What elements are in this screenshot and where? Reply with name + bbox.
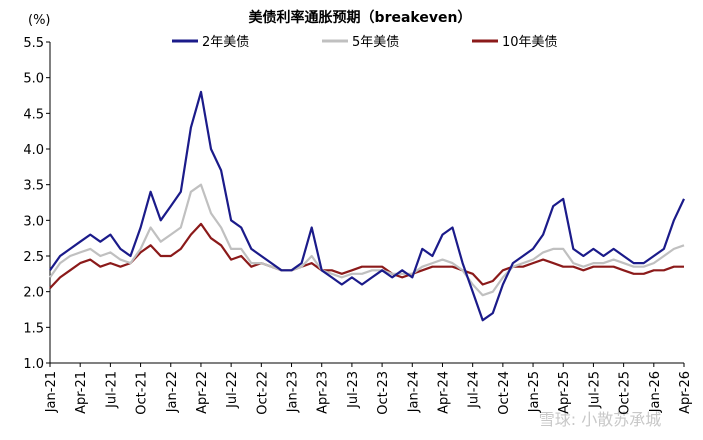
- legend-label: 10年美债: [502, 35, 558, 50]
- y-unit-label: (%): [28, 13, 51, 28]
- x-tick-label: Oct-24: [497, 371, 512, 415]
- x-tick-label: Apr-26: [678, 371, 693, 414]
- x-tick-label: Jan-23: [286, 371, 301, 413]
- y-tick-label: 1.0: [23, 357, 44, 372]
- legend-label: 2年美债: [202, 35, 249, 50]
- y-tick-label: 4.0: [23, 143, 44, 158]
- x-tick-label: Jan-24: [406, 371, 421, 413]
- y-tick-label: 4.5: [23, 107, 44, 122]
- x-tick-label: Jan-22: [165, 371, 180, 413]
- y-tick-label: 5.5: [23, 36, 44, 51]
- x-tick-label: Oct-23: [376, 371, 391, 415]
- x-tick-label: Jul-22: [225, 371, 240, 409]
- y-tick-label: 2.0: [23, 286, 44, 301]
- x-tick-label: Apr-25: [557, 371, 572, 414]
- x-tick-label: Apr-24: [436, 371, 451, 414]
- x-tick-label: Jul-21: [104, 371, 119, 409]
- y-tick-label: 2.5: [23, 250, 44, 265]
- y-tick-label: 1.5: [23, 321, 44, 336]
- x-tick-label: Apr-22: [195, 371, 210, 414]
- x-tick-label: Jul-24: [467, 371, 482, 409]
- y-tick-label: 5.0: [23, 72, 44, 87]
- x-tick-label: Oct-22: [255, 371, 270, 415]
- x-tick-label: Apr-23: [316, 371, 331, 414]
- x-tick-label: Jul-25: [587, 371, 602, 409]
- y-tick-label: 3.5: [23, 179, 44, 194]
- x-tick-label: Jan-26: [648, 371, 663, 413]
- x-tick-label: Oct-25: [618, 371, 633, 415]
- watermark: 雪球: 小散苏承城: [539, 410, 661, 429]
- x-tick-label: Oct-21: [135, 371, 150, 415]
- chart-title: 美债利率通胀预期（breakeven）: [249, 9, 472, 26]
- x-tick-label: Jan-21: [44, 371, 59, 413]
- y-tick-label: 3.0: [23, 214, 44, 229]
- x-tick-label: Apr-21: [74, 371, 89, 414]
- line-series: [49, 222, 684, 289]
- x-tick-label: Jan-25: [527, 371, 542, 413]
- line-series: [49, 90, 685, 322]
- legend-label: 5年美债: [352, 35, 399, 50]
- line-series: [49, 183, 685, 297]
- x-tick-label: Jul-23: [346, 371, 361, 409]
